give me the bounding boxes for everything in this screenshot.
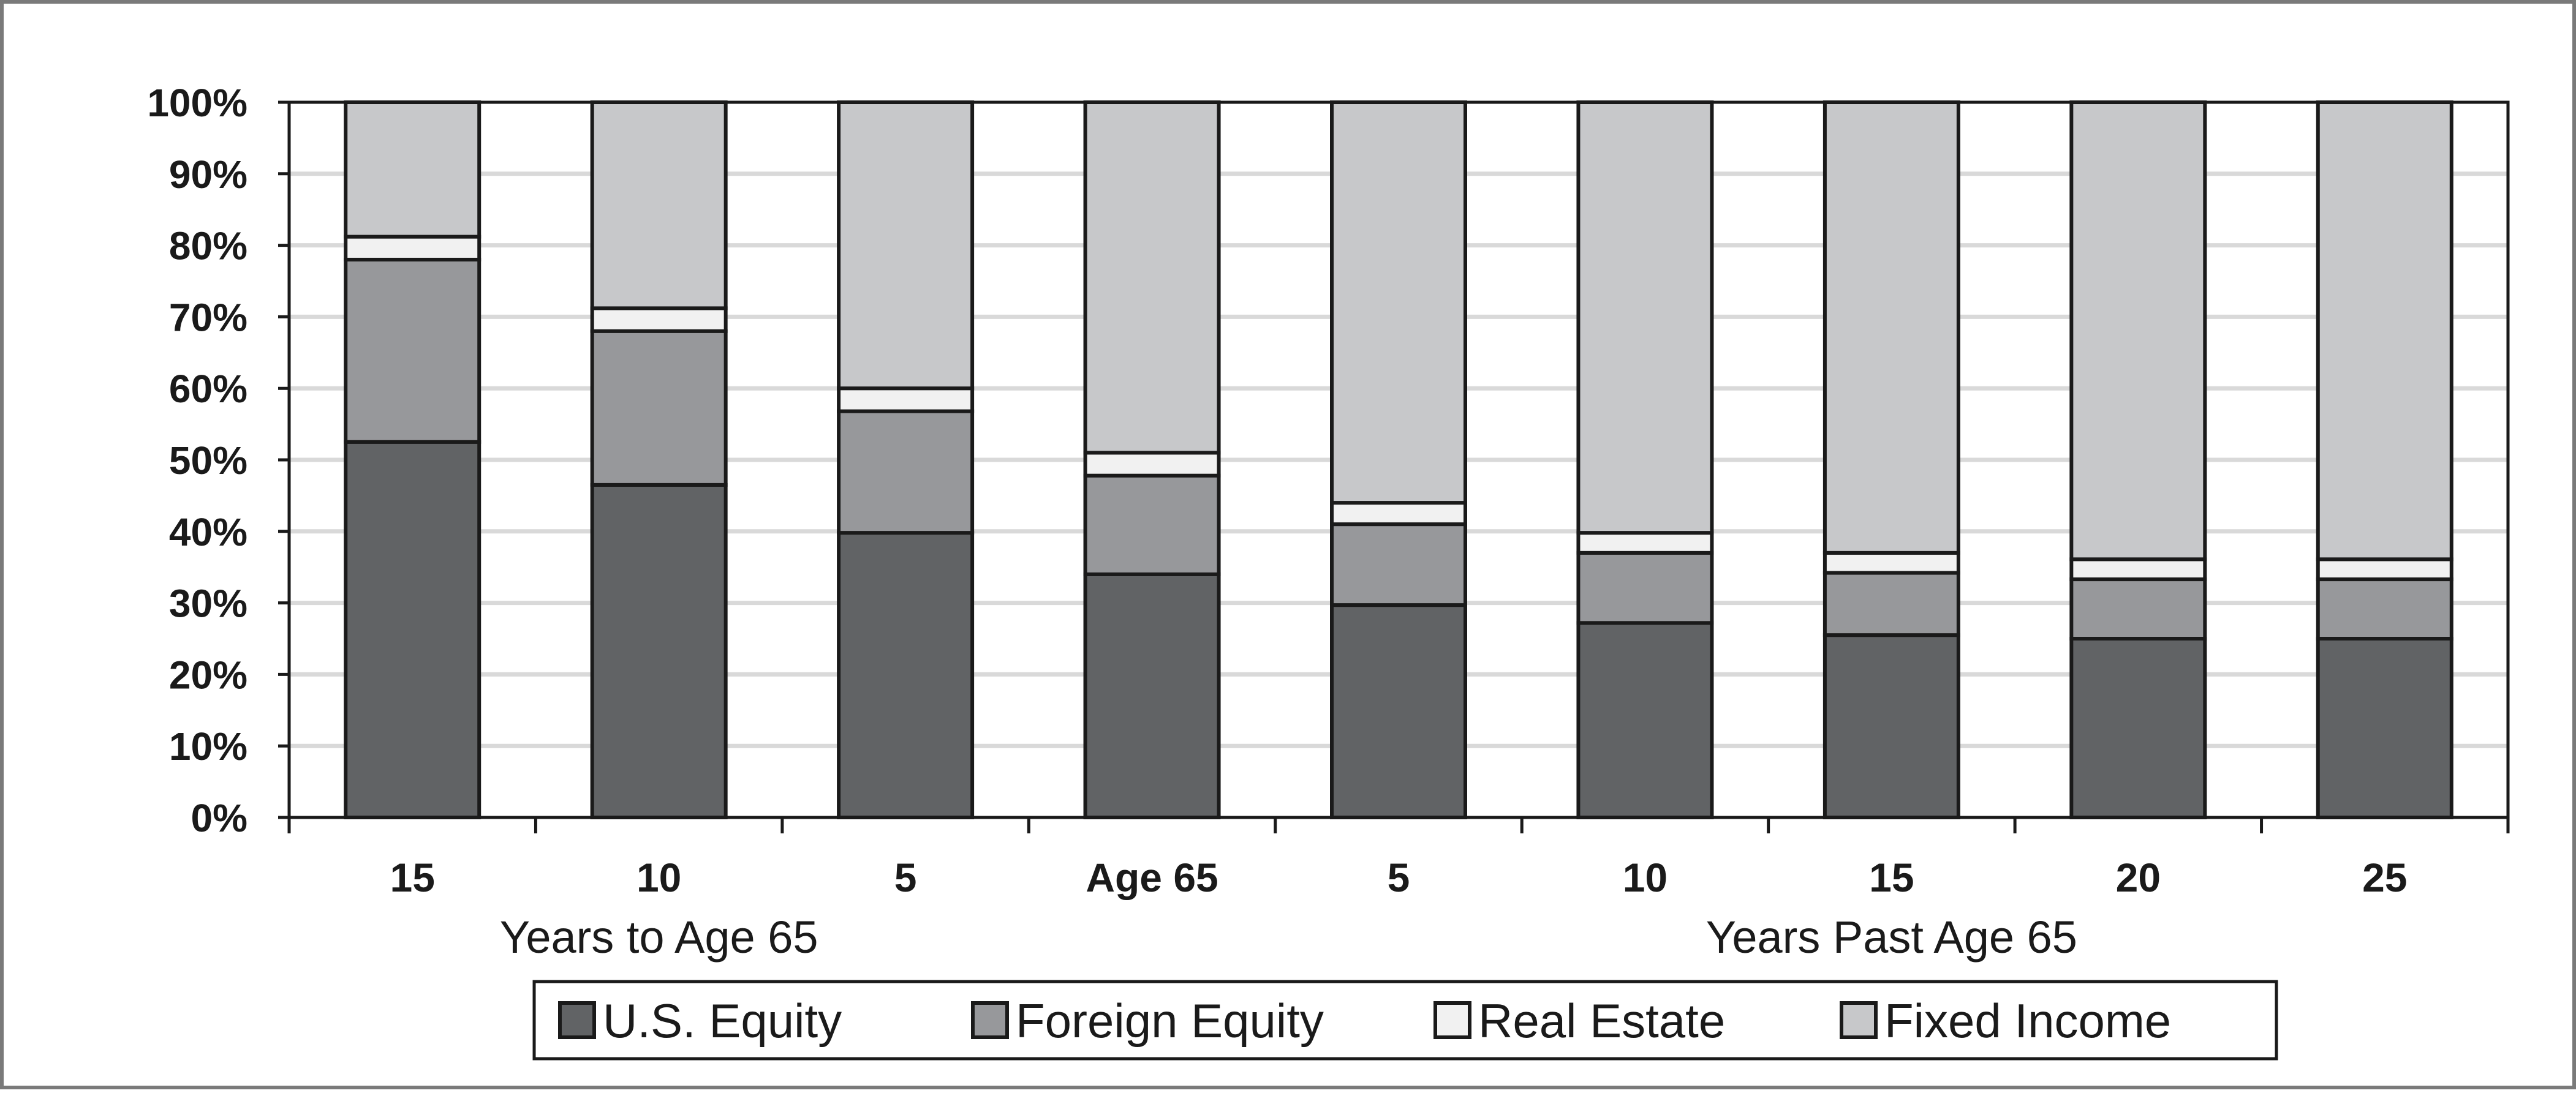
x-tick-label: 10 [1623,855,1668,900]
legend-swatch-u-s-equity [558,1001,596,1039]
x-tick-label: 10 [636,855,681,900]
legend-label: Real Estate [1478,994,1725,1048]
bar-foreign-equity [1576,550,1714,625]
x-tick-label: 15 [390,855,435,900]
axes: 0% 10% 20% 30% 40% 50% 60% 70% 80% 90% 100% 15 10 5 Ag… [147,81,2510,963]
y-tick-label: 90% [169,152,247,197]
legend-label: Foreign Equity [1016,994,1324,1048]
bar-real-estate [837,386,975,413]
bar-u-s-equity [344,440,482,819]
bar-fixed-income [2316,100,2453,562]
bar-fixed-income [837,100,975,391]
bar-real-estate [1822,550,1960,575]
bar-real-estate [2316,557,2453,582]
bar-real-estate [1576,531,1714,555]
bar-u-s-equity [1822,633,1960,820]
y-tick-label: 20% [169,653,247,697]
legend-swatch-fixed-income [1840,1001,1878,1039]
stacked-bar-chart: 0% 10% 20% 30% 40% 50% 60% 70% 80% 90% 100% 15 10 5 Ag… [147,81,2510,1061]
x-tick-label: 15 [1869,855,1914,900]
bar-real-estate [1083,451,1221,478]
y-tick-label: 30% [169,582,247,626]
y-tick-label: 0% [191,796,248,840]
x-group-label: Years to Age 65 [500,912,818,963]
bar-u-s-equity [1330,603,1467,819]
x-group-label: Years Past Age 65 [1706,912,2077,963]
y-tick-label: 70% [169,295,247,339]
legend-label: U.S. Equity [603,994,842,1048]
bar-fixed-income [1330,100,1467,505]
bar-u-s-equity [837,531,975,819]
bar-foreign-equity [344,257,482,444]
bar-real-estate [2069,557,2207,582]
x-tick-label: 5 [1388,855,1410,900]
x-tick-label: Age 65 [1086,855,1218,900]
y-tick-label: 100% [147,81,247,125]
bar-u-s-equity [590,483,728,819]
bar-u-s-equity [1083,572,1221,819]
bar-foreign-equity [1083,473,1221,576]
bars [344,100,2453,820]
bar-u-s-equity [2316,637,2453,819]
legend-swatch-real-estate [1433,1001,1471,1039]
y-tick-label: 80% [169,224,247,268]
bar-foreign-equity [1822,571,1960,637]
x-tick-label: 25 [2362,855,2407,900]
bar-fixed-income [2069,100,2207,562]
bar-real-estate [1330,501,1467,527]
y-tick-label: 10% [169,724,247,768]
bar-fixed-income [1822,100,1960,555]
bar-u-s-equity [1576,621,1714,820]
x-tick-label: 20 [2116,855,2161,900]
y-tick-label: 50% [169,438,247,483]
bar-fixed-income [344,100,482,239]
y-tick-label: 40% [169,510,247,554]
bar-fixed-income [1083,100,1221,455]
bar-foreign-equity [837,409,975,535]
legend-swatch-foreign-equity [971,1001,1009,1039]
legend-label: Fixed Income [1884,994,2171,1048]
bar-foreign-equity [590,329,728,487]
bar-fixed-income [590,100,728,310]
y-tick-label: 60% [169,367,247,411]
bar-fixed-income [1576,100,1714,535]
bar-foreign-equity [2069,577,2207,641]
bar-u-s-equity [2069,637,2207,819]
bar-foreign-equity [1330,522,1467,607]
legend-box [532,980,2278,1061]
bar-real-estate [590,306,728,333]
bar-real-estate [344,235,482,261]
legend: U.S. Equity Foreign Equity Real Estate Fixe… [532,980,2278,1061]
x-tick-label: 5 [894,855,917,900]
bar-foreign-equity [2316,577,2453,641]
